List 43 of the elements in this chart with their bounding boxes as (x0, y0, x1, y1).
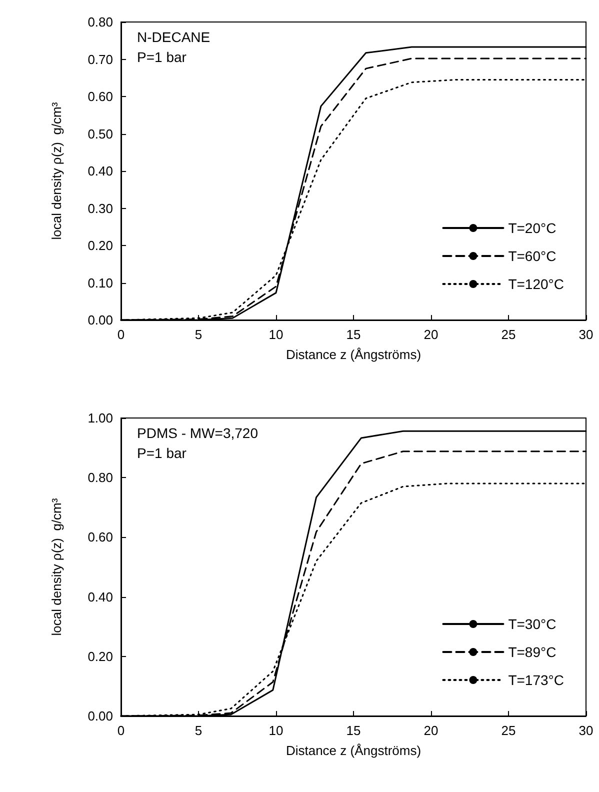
x-tick-label: 25 (501, 723, 516, 738)
y-tick-label: 0.20 (88, 238, 113, 253)
y-axis-title: local density ρ(z) g/cm³ (49, 102, 64, 240)
y-axis-title: local density ρ(z) g/cm³ (49, 498, 64, 636)
annotation: N-DECANE (137, 29, 210, 45)
y-tick-label: 0.70 (88, 52, 113, 67)
legend-label: T=30°C (508, 616, 556, 632)
x-tick-label: 5 (194, 723, 202, 738)
y-tick-label: 0.00 (88, 312, 113, 328)
legend-label: T=20°C (508, 220, 556, 236)
x-tick-label: 25 (501, 327, 516, 342)
x-tick-label: 20 (424, 723, 438, 738)
y-tick-label: 1.00 (88, 410, 113, 426)
y-tick-label: 0.80 (88, 470, 113, 486)
legend-label: T=60°C (508, 248, 556, 264)
y-tick-label: 0.40 (88, 589, 113, 604)
x-tick-label: 10 (268, 723, 284, 738)
x-tick-label: 0 (117, 327, 125, 342)
x-tick-label: 0 (117, 723, 125, 738)
x-tick-label: 10 (268, 327, 284, 342)
annotation: P=1 bar (137, 49, 187, 65)
y-tick-label: 0.60 (88, 530, 113, 545)
y-tick-label: 0.20 (88, 648, 113, 664)
x-tick-label: 15 (346, 327, 361, 342)
y-tick-label: 0.10 (88, 275, 113, 290)
annotation: P=1 bar (137, 445, 187, 461)
y-tick-label: 0.50 (88, 126, 113, 142)
y-tick-label: 0.60 (88, 89, 113, 104)
legend-label: T=173°C (508, 672, 564, 688)
legend-label: T=120°C (508, 276, 564, 292)
annotation: PDMS - MW=3,720 (137, 425, 258, 441)
legend-label: T=89°C (508, 644, 556, 660)
x-tick-label: 20 (424, 327, 438, 342)
x-tick-label: 30 (578, 723, 594, 738)
y-tick-label: 0.00 (88, 708, 113, 724)
y-tick-label: 0.30 (88, 200, 113, 216)
x-tick-label: 5 (194, 327, 202, 342)
x-axis-title: Distance z (Ångströms) (286, 347, 422, 362)
x-axis-title: Distance z (Ångströms) (286, 743, 422, 758)
x-tick-label: 30 (578, 327, 594, 342)
x-tick-label: 15 (346, 723, 361, 738)
y-tick-label: 0.80 (88, 14, 113, 30)
y-tick-label: 0.40 (88, 164, 113, 178)
